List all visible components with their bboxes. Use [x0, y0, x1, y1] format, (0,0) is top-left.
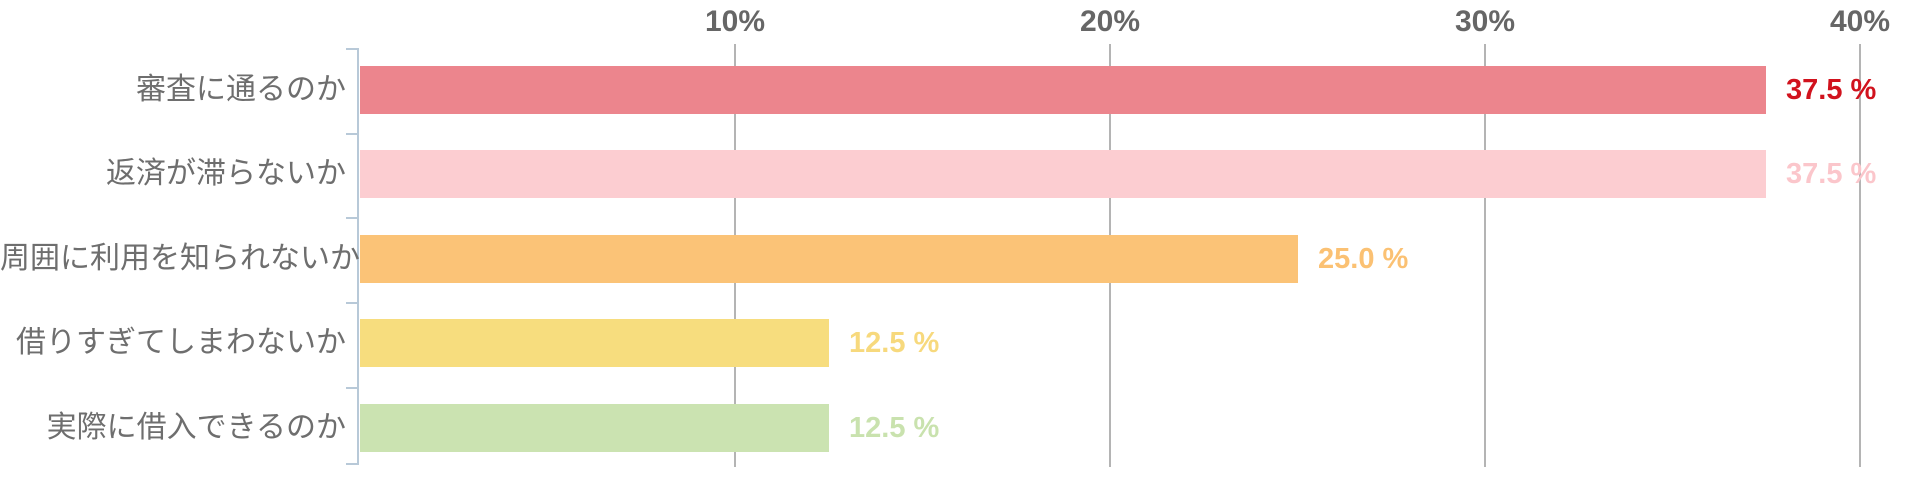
value-label: 37.5 %	[1786, 158, 1877, 190]
category-label: 借りすぎてしまわないか	[16, 326, 346, 359]
value-label: 25.0 %	[1318, 243, 1409, 275]
x-axis-tick-label: 20%	[1079, 5, 1141, 38]
y-axis-tick	[346, 463, 358, 465]
y-axis-tick	[346, 302, 358, 304]
bar	[360, 404, 829, 452]
gridline-40%	[1859, 44, 1861, 467]
bar	[360, 319, 829, 367]
x-axis-tick-label: 10%	[704, 5, 766, 38]
value-label: 12.5 %	[849, 412, 940, 444]
x-axis-tick-label: 30%	[1454, 5, 1516, 38]
y-axis-tick	[346, 217, 358, 219]
bar	[360, 66, 1766, 114]
y-axis-line	[357, 48, 359, 465]
category-label: 返済が滞らないか	[106, 157, 346, 190]
category-label: 実際に借入できるのか	[46, 411, 346, 444]
x-axis-tick-label: 40%	[1829, 5, 1891, 38]
gridline-30%	[1484, 44, 1486, 467]
category-label: 審査に通るのか	[136, 73, 346, 106]
value-label: 37.5 %	[1786, 74, 1877, 106]
y-axis-tick	[346, 133, 358, 135]
category-label: 周囲に利用を知られないか	[0, 242, 360, 275]
bar	[360, 235, 1298, 283]
y-axis-tick	[346, 48, 358, 50]
bar	[360, 150, 1766, 198]
y-axis-tick	[346, 387, 358, 389]
value-label: 12.5 %	[849, 327, 940, 359]
